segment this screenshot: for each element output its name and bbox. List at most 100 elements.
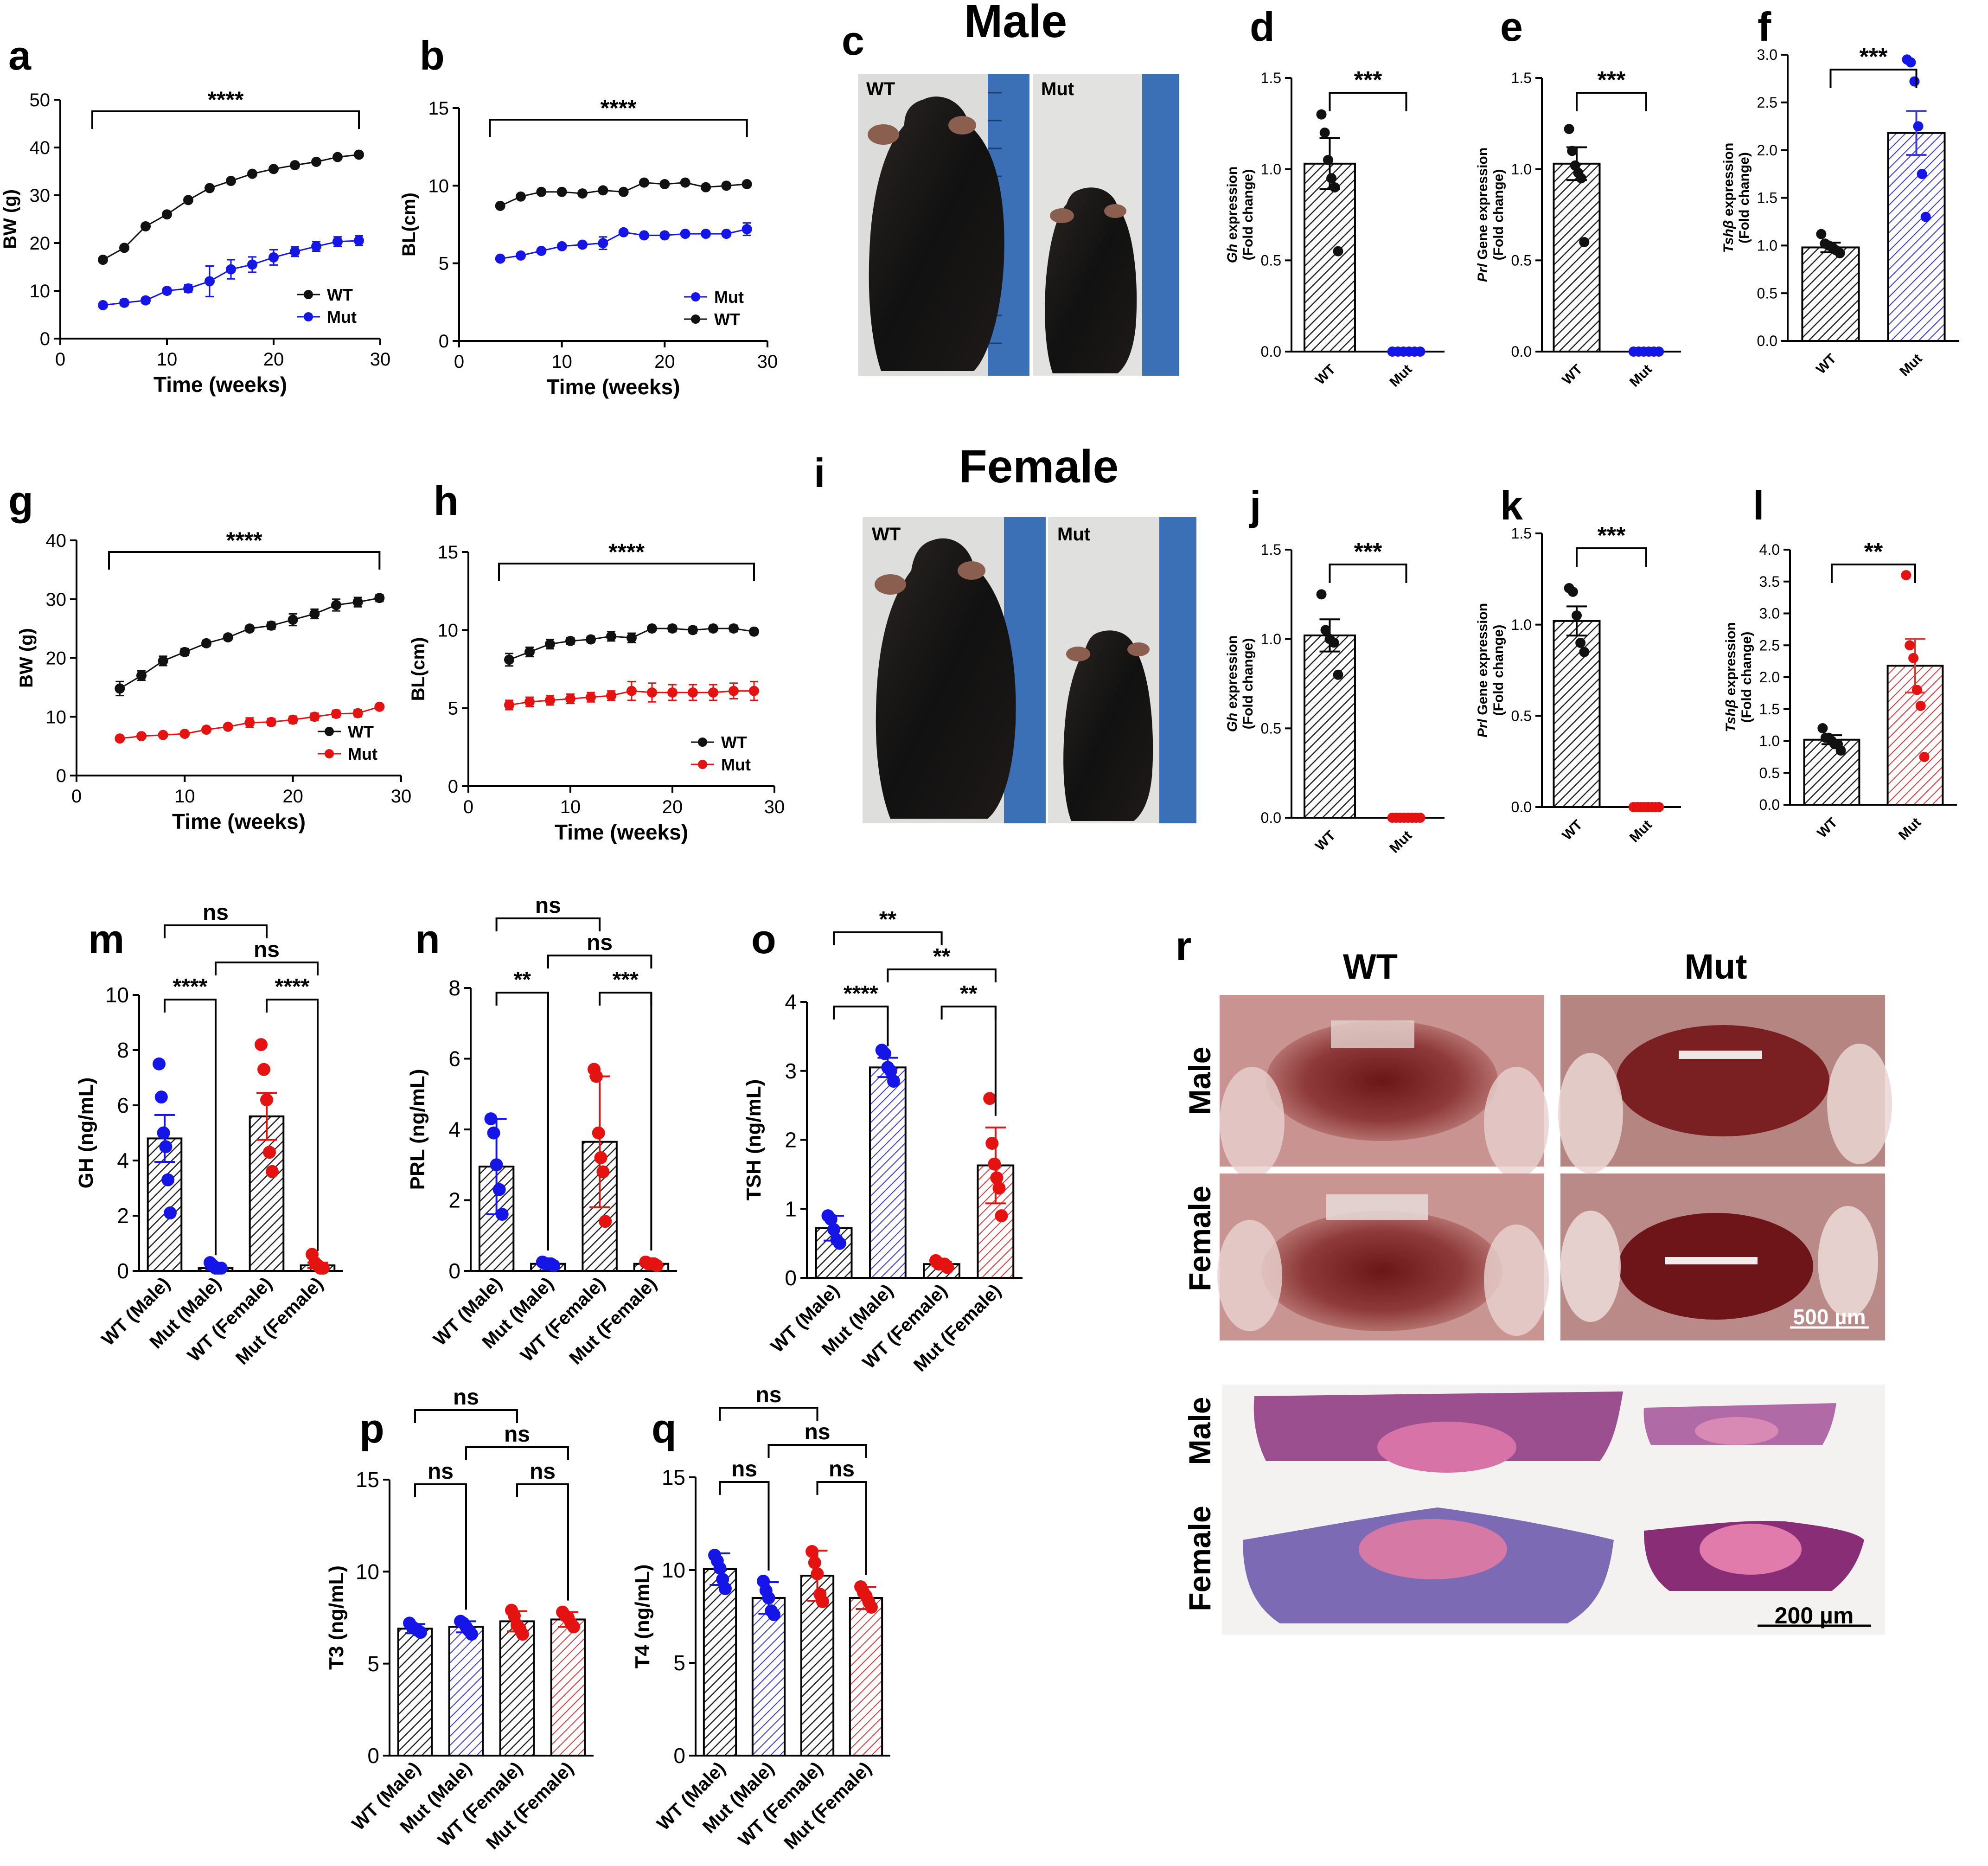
data-point-wt <box>688 625 698 635</box>
comparison-label: ns <box>804 1420 830 1444</box>
legend-label: WT <box>714 310 740 329</box>
r-col-header-wt: WT <box>1343 947 1398 987</box>
y-tick-label: 0 <box>448 776 458 797</box>
y-tick-label: 4.0 <box>1759 541 1780 558</box>
comparison-bracket <box>940 1006 997 1020</box>
data-point-wt <box>545 639 555 649</box>
data-point <box>161 1173 175 1186</box>
category-label: WT <box>1815 815 1841 841</box>
x-axis-label: Time (weeks) <box>555 820 688 844</box>
photo-c-wt: WT <box>858 74 1029 376</box>
photo-title-female: Female <box>959 441 1119 493</box>
y-tick-label: 0 <box>117 1259 129 1283</box>
histo-row-label-male: Male <box>1183 1397 1217 1465</box>
data-point-wt <box>742 179 752 189</box>
data-point-wt <box>183 195 193 205</box>
y-tick-label: 4 <box>785 990 797 1014</box>
y-axis-label-units: (Fold change) <box>1491 625 1506 716</box>
y-axis-label: TSH (ng/mL) <box>742 1079 765 1201</box>
data-point <box>153 1057 166 1071</box>
data-point-mut <box>354 235 364 246</box>
bar-2 <box>499 1620 535 1757</box>
data-point <box>163 1206 177 1220</box>
data-point-wt <box>586 634 596 645</box>
y-tick-label: 0.0 <box>1511 799 1532 815</box>
y-tick-label: 20 <box>30 233 51 254</box>
legend-label: Mut <box>714 288 744 307</box>
data-point-wt <box>332 152 343 162</box>
data-point <box>1320 625 1331 635</box>
gross-wt-female <box>1217 1173 1549 1340</box>
chart-k-prl-expression-female: 0.0 0.5 1.0 1.5 Prl Gene expression (Fold cha… <box>1475 522 1681 846</box>
data-point <box>492 1183 506 1196</box>
significance-bracket <box>1329 564 1407 583</box>
data-point <box>1919 751 1930 762</box>
y-tick-label: 4 <box>448 1117 460 1141</box>
data-point-mut <box>268 252 279 263</box>
y-tick-label: 1.0 <box>1261 631 1281 648</box>
data-point <box>1654 346 1664 357</box>
data-point <box>1654 802 1664 812</box>
bar-0 <box>1803 738 1860 806</box>
data-point-mut <box>524 697 535 707</box>
y-axis-label-units: (Fold change) <box>1491 169 1506 261</box>
y-tick-label: 15 <box>662 1465 685 1489</box>
data-point <box>1915 700 1926 711</box>
data-point <box>1326 173 1337 184</box>
data-point-mut <box>309 712 320 722</box>
comparison-label: ** <box>879 907 897 932</box>
bar-1 <box>869 1066 907 1279</box>
comparison-label: ns <box>530 1459 556 1484</box>
chart-f-tshb-expression-male: 0.0 0.5 1.0 1.5 2.0 2.5 3.0 Tshβ expression (Fol… <box>1721 44 1959 379</box>
chart-h-body-length-female: 0 5 10 15 0 10 20 30 Time (weeks) BL(cm) **** WT Mut <box>408 539 785 844</box>
data-point <box>805 1545 819 1558</box>
photo-i-wt-label: WT <box>872 524 901 545</box>
bar-1 <box>448 1626 484 1757</box>
data-point-wt <box>266 620 276 631</box>
data-point-wt <box>701 182 711 192</box>
panel-letter-q: q <box>652 1405 677 1451</box>
data-point-mut <box>288 714 298 725</box>
data-point <box>1333 246 1343 256</box>
data-point-mut <box>516 250 526 261</box>
data-point <box>547 1259 560 1272</box>
comparison-bracket <box>833 1006 889 1020</box>
x-tick-label: 0 <box>454 352 464 372</box>
data-point-mut <box>565 693 575 704</box>
y-tick-label: 1.5 <box>1757 190 1777 206</box>
comparison-bracket <box>719 1407 818 1421</box>
chart-d-gh-expression-male: 0.0 0.5 1.0 1.5 Gh expression (Fold change) WT… <box>1225 67 1445 390</box>
data-point <box>599 1215 612 1228</box>
y-tick-label: 2 <box>448 1188 460 1212</box>
comparison-label: **** <box>844 981 878 1006</box>
category-label: WT <box>1312 828 1338 854</box>
y-axis-label-gene: Prl <box>1475 263 1490 282</box>
data-point-wt <box>223 632 233 643</box>
data-point-mut <box>647 687 657 698</box>
y-tick-label: 0.0 <box>1261 809 1281 826</box>
histo-row-label-female: Female <box>1183 1506 1217 1611</box>
y-tick-label: 1.5 <box>1261 541 1281 558</box>
data-point <box>1572 610 1582 621</box>
data-point-mut <box>158 730 168 740</box>
data-point <box>567 1620 580 1634</box>
panel-letter-l: l <box>1753 482 1764 528</box>
x-tick-label: 30 <box>391 786 412 807</box>
photo-title-male: Male <box>964 0 1067 47</box>
y-tick-label: 2.0 <box>1757 142 1777 159</box>
data-point-wt <box>598 185 608 196</box>
data-point <box>995 1209 1008 1223</box>
photo-i-mut-label: Mut <box>1057 524 1090 545</box>
legend-swatch-marker <box>698 760 707 769</box>
comparison-label: **** <box>275 975 310 999</box>
data-point-mut <box>639 230 649 241</box>
category-label: Mut <box>1897 351 1925 379</box>
data-point-wt <box>290 160 300 171</box>
y-axis-label: Gh expression <box>1225 167 1240 263</box>
data-point <box>465 1628 478 1641</box>
y-tick-label: 0.5 <box>1759 764 1780 781</box>
y-tick-label: 1.0 <box>1757 237 1777 254</box>
y-tick-label: 0.0 <box>1511 343 1532 360</box>
data-point <box>884 1064 897 1077</box>
data-point <box>262 1146 276 1159</box>
